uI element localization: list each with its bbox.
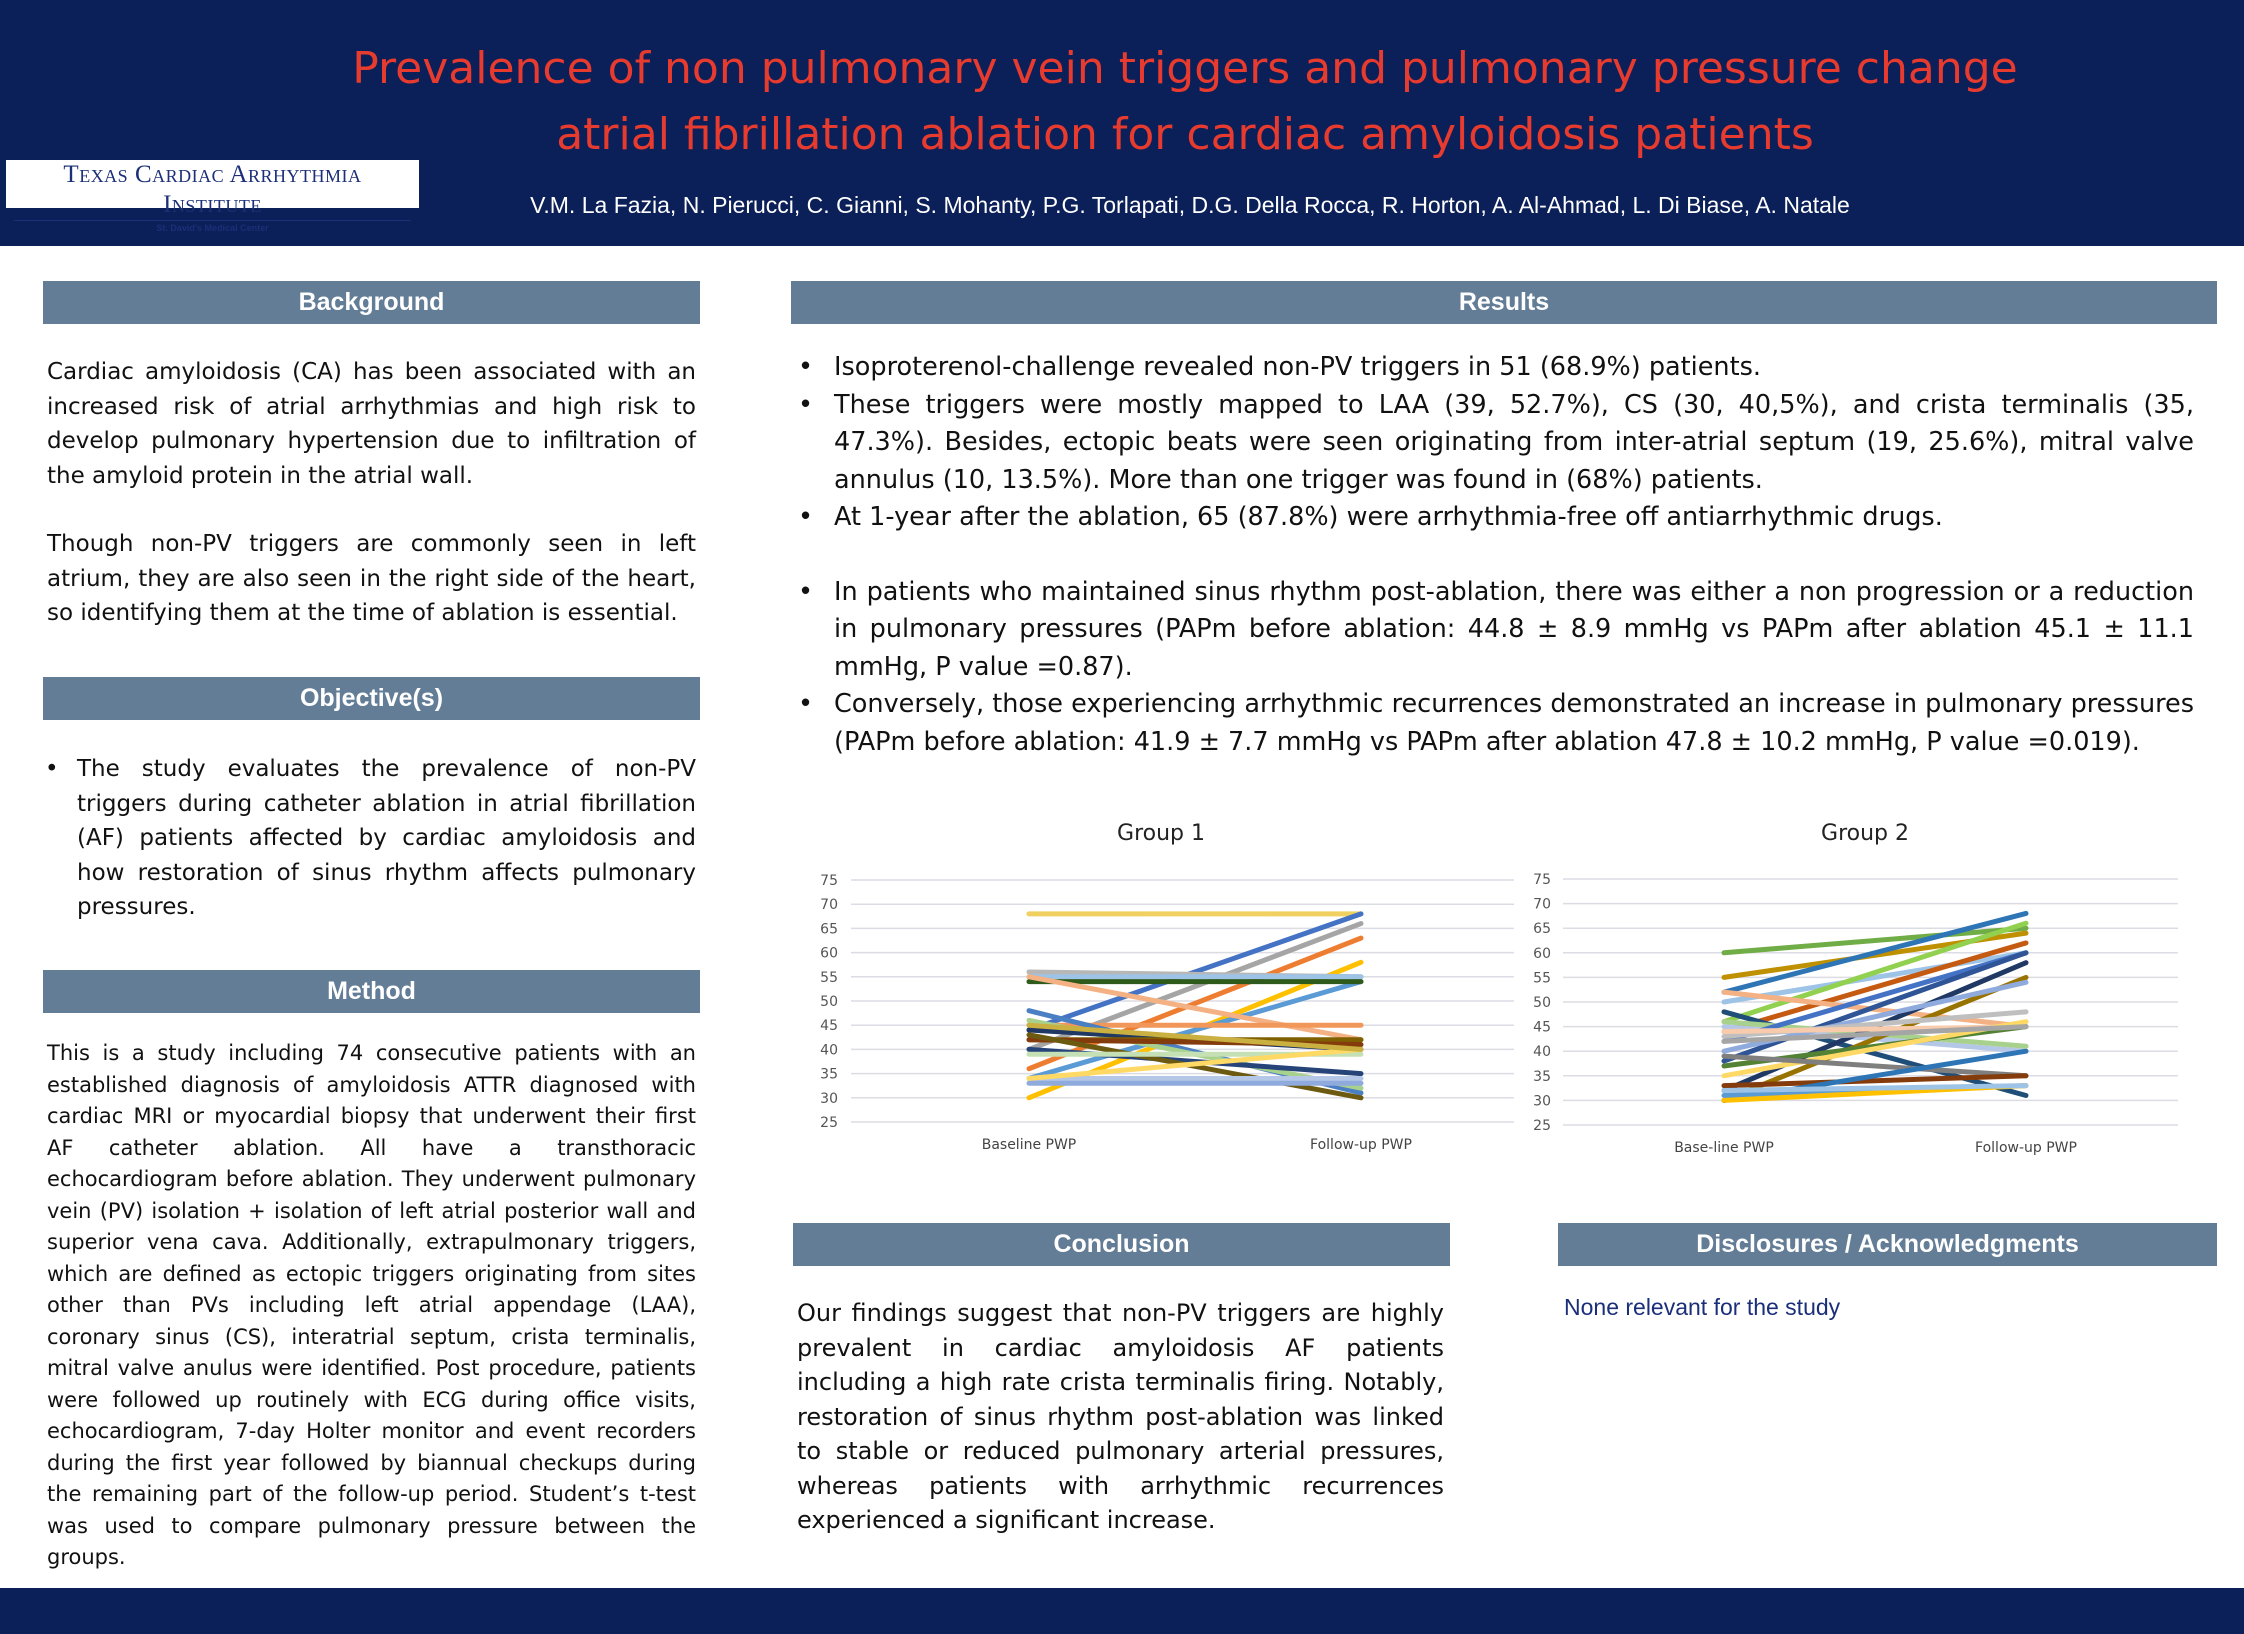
y-tick-label: 65 [820,921,838,937]
x-category-label: Base-line PWP [1674,1140,1774,1156]
disclosures-heading: Disclosures / Acknowledgments [1558,1223,2217,1266]
method-heading: Method [43,970,700,1013]
y-tick-label: 55 [820,970,838,986]
disclosures-text: None relevant for the study [1564,1294,1841,1320]
group1-chart: Group 1 75 70 65 60 55 50 45 40 35 30 25 Baseline PW… [820,821,1514,1153]
poster-title: Prevalence of non pulmonary vein trigger… [200,36,2170,168]
institution-logo: Texas Cardiac Arrhythmia Institute St. D… [6,160,419,233]
result-item: Conversely, those experiencing arrhythmi… [794,686,2194,761]
y-tick-label: 40 [820,1042,838,1058]
x-category-label: Follow-up PWP [1310,1137,1412,1153]
y-tick-label: 50 [1533,995,1551,1011]
background-text: Cardiac amyloidosis (CA) has been associ… [47,355,696,631]
chart-title: Group 1 [1117,821,1205,846]
objective-heading: Objective(s) [43,677,700,720]
y-tick-label: 75 [820,873,838,889]
results-list: Isoproterenol-challenge revealed non-PV … [794,349,2194,761]
y-tick-label: 35 [820,1067,838,1083]
y-tick-label: 25 [1533,1118,1551,1134]
series-line [1721,950,2029,1005]
y-tick-label: 60 [820,946,838,962]
series-line [1721,940,2029,1035]
series-line [1721,974,2029,1103]
y-tick-label: 75 [1533,872,1551,888]
series-line [1721,1083,2029,1094]
series-line [1026,1022,1364,1052]
series-line [1721,1024,2029,1044]
y-tick-label: 60 [1533,946,1551,962]
series-line [1721,910,2029,995]
background-heading: Background [43,281,700,324]
chart-title: Group 2 [1821,821,1909,846]
y-tick-label: 70 [1533,897,1551,913]
y-tick-label: 45 [820,1018,838,1034]
series-line [1721,1073,2029,1089]
y-tick-label: 30 [1533,1093,1551,1109]
result-item: At 1-year after the ablation, 65 (87.8%)… [794,499,2194,537]
poster-footer [0,1588,2244,1634]
conclusion-text: Our findings suggest that non-PV trigger… [797,1299,1444,1534]
result-item: These triggers were mostly mapped to LAA… [794,387,2194,500]
series-line [1026,974,1364,1043]
y-tick-label: 55 [1533,970,1551,986]
y-tick-label: 35 [1533,1069,1551,1085]
series-line [1026,979,1364,1081]
series-line [1721,950,2029,1044]
results-heading: Results [791,281,2217,324]
y-tick-label: 70 [820,897,838,913]
title-line-1: Prevalence of non pulmonary vein trigger… [352,43,2018,94]
result-item: Isoproterenol-challenge revealed non-PV … [794,349,2194,387]
y-tick-label: 65 [1533,921,1551,937]
x-category-label: Baseline PWP [982,1137,1077,1153]
series-line [1721,1053,2029,1079]
method-text: This is a study including 74 consecutive… [47,1041,696,1569]
objective-list: The study evaluates the prevalence of no… [43,752,696,925]
objective-item: The study evaluates the prevalence of no… [43,752,696,925]
y-tick-label: 50 [820,994,838,1010]
series-line [1721,920,2029,1025]
background-paragraph: Though non-PV triggers are commonly seen… [47,531,696,626]
authors: V.M. La Fazia, N. Pierucci, C. Gianni, S… [530,192,1850,218]
conclusion-heading: Conclusion [793,1223,1450,1266]
series-line [1721,950,2029,1064]
logo-line-1: Texas Cardiac Arrhythmia Institute [14,160,411,221]
logo-line-2: St. David's Medical Center [156,223,269,233]
y-tick-label: 25 [820,1115,838,1131]
y-tick-label: 45 [1533,1020,1551,1036]
y-tick-label: 40 [1533,1044,1551,1060]
title-line-2: atrial fibrillation ablation for cardiac… [556,109,1814,160]
result-item: In patients who maintained sinus rhythm … [794,574,2194,687]
y-tick-label: 30 [820,1091,838,1107]
series-line [1721,925,2029,956]
background-paragraph: Cardiac amyloidosis (CA) has been associ… [47,359,696,489]
x-category-label: Follow-up PWP [1975,1140,2077,1156]
group2-chart: Group 2 75 70 65 60 55 50 45 40 35 30 25 Base-line P… [1533,821,2178,1156]
series-line [1026,1046,1364,1081]
poster-header: Prevalence of non pulmonary vein trigger… [0,0,2244,246]
